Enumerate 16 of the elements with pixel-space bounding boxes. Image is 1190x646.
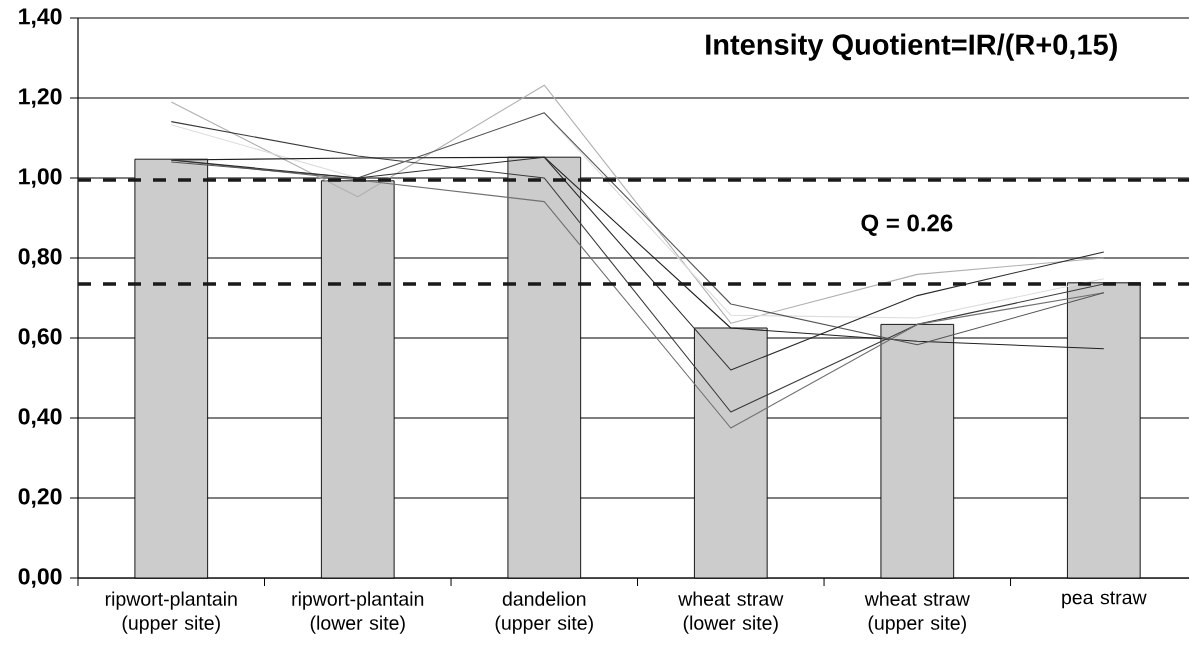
x-tick-label: ripwort-plantain (upper site)	[105, 591, 237, 634]
x-tick-label: dandelion (upper site)	[495, 591, 593, 634]
annotation: Intensity Quotient=IR/(R+0,15)	[706, 33, 1117, 61]
y-tick-label: 0,00	[18, 568, 62, 588]
y-tick-label: 1,20	[19, 88, 62, 108]
x-tick-label: wheat straw (upper site)	[864, 591, 970, 634]
x-tick-label: ripwort-plantain (lower site)	[292, 591, 424, 634]
y-tick-label: 1,00	[19, 168, 62, 188]
y-tick-label: 0,40	[18, 408, 62, 428]
y-tick-label: 0,20	[18, 488, 62, 508]
y-tick-label: 0,80	[18, 248, 62, 268]
y-tick-label: 0,60	[18, 328, 62, 348]
x-tick-label: wheat straw (lower site)	[678, 591, 784, 634]
y-tick-label: 1,40	[19, 8, 62, 28]
annotation: Q = 0.26	[861, 214, 953, 236]
x-tick-label: pea straw	[1062, 591, 1147, 609]
